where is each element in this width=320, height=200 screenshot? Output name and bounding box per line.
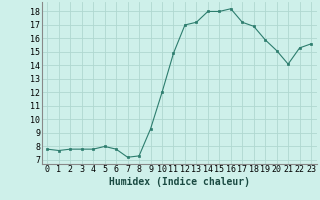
X-axis label: Humidex (Indice chaleur): Humidex (Indice chaleur)	[109, 177, 250, 187]
